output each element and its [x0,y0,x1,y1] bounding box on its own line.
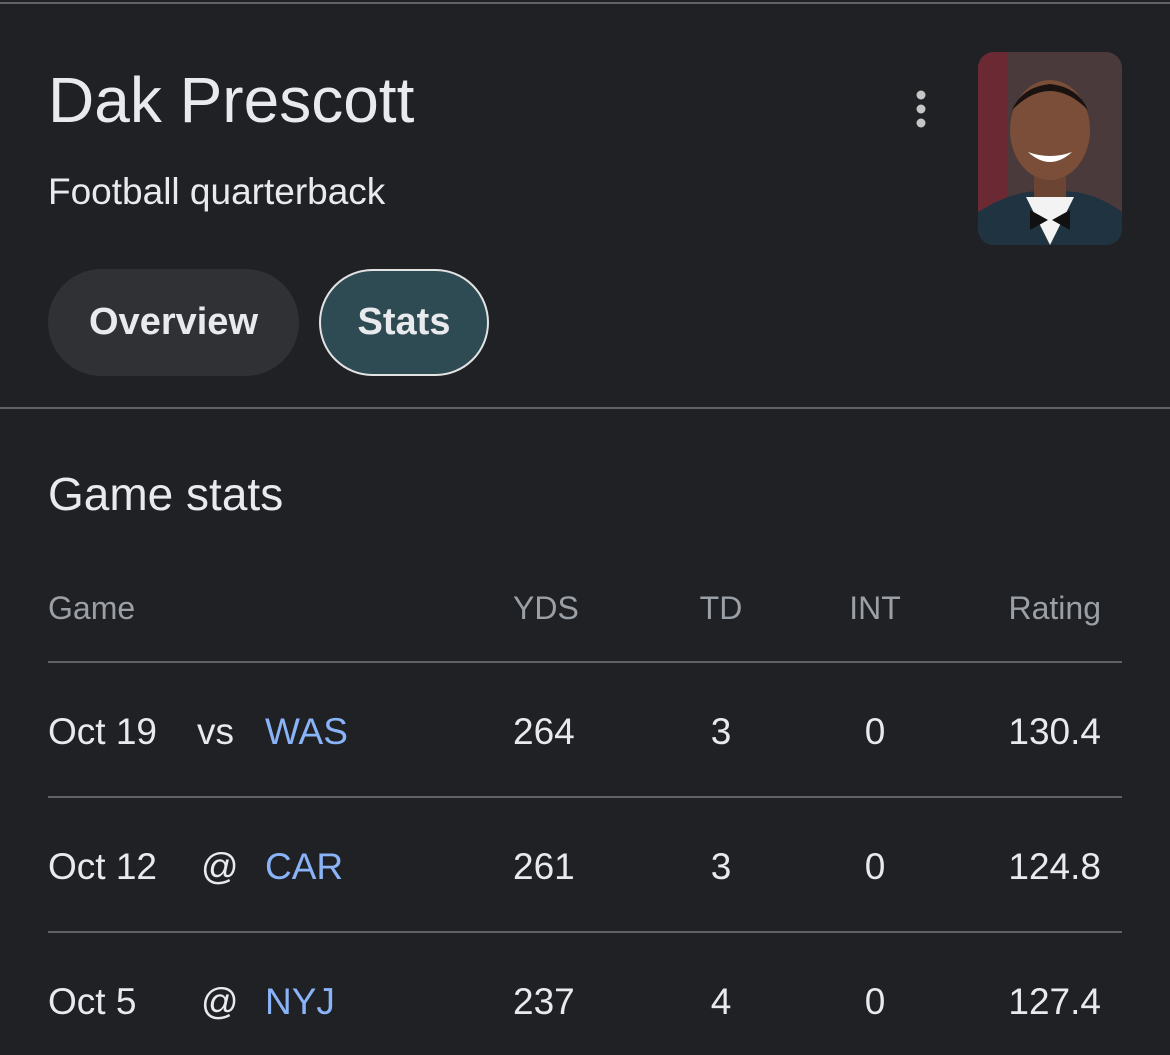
column-header: Rating [1008,590,1102,626]
touchdowns: 3 [710,846,732,887]
row-divider [48,931,1122,933]
opponent[interactable]: CAR [265,846,344,887]
column-header: TD [699,590,743,626]
player-photo[interactable] [978,52,1122,245]
rating: 127.4 [1008,981,1101,1022]
yards: 264 [513,711,575,752]
venue: vs [197,711,234,752]
opponent[interactable]: NYJ [265,981,335,1022]
column-header: INT [849,590,901,626]
column-header: Game [48,590,136,626]
more-menu[interactable] [906,86,936,132]
game-date: Oct 12 [48,846,157,887]
player-name: Dak Prescott [48,64,415,136]
rating: 130.4 [1008,711,1101,752]
interceptions: 0 [864,711,886,752]
game-date: Oct 19 [48,711,157,752]
yards: 261 [513,846,575,887]
yards: 237 [513,981,575,1022]
player-subtitle: Football quarterback [48,171,386,212]
game-date: Oct 5 [48,981,137,1022]
section-title: Game stats [48,468,284,520]
row-divider [48,661,1122,663]
column-header: YDS [513,590,579,626]
top-divider [0,2,1170,4]
tab-stats[interactable]: Stats [319,269,489,376]
venue: @ [201,981,239,1022]
opponent[interactable]: WAS [265,711,348,752]
interceptions: 0 [864,981,886,1022]
row-divider [48,796,1122,798]
interceptions: 0 [864,846,886,887]
touchdowns: 3 [710,711,732,752]
section-divider [0,407,1170,409]
rating: 124.8 [1008,846,1101,887]
tab-overview[interactable]: Overview [48,269,299,376]
touchdowns: 4 [710,981,732,1022]
venue: @ [201,846,239,887]
